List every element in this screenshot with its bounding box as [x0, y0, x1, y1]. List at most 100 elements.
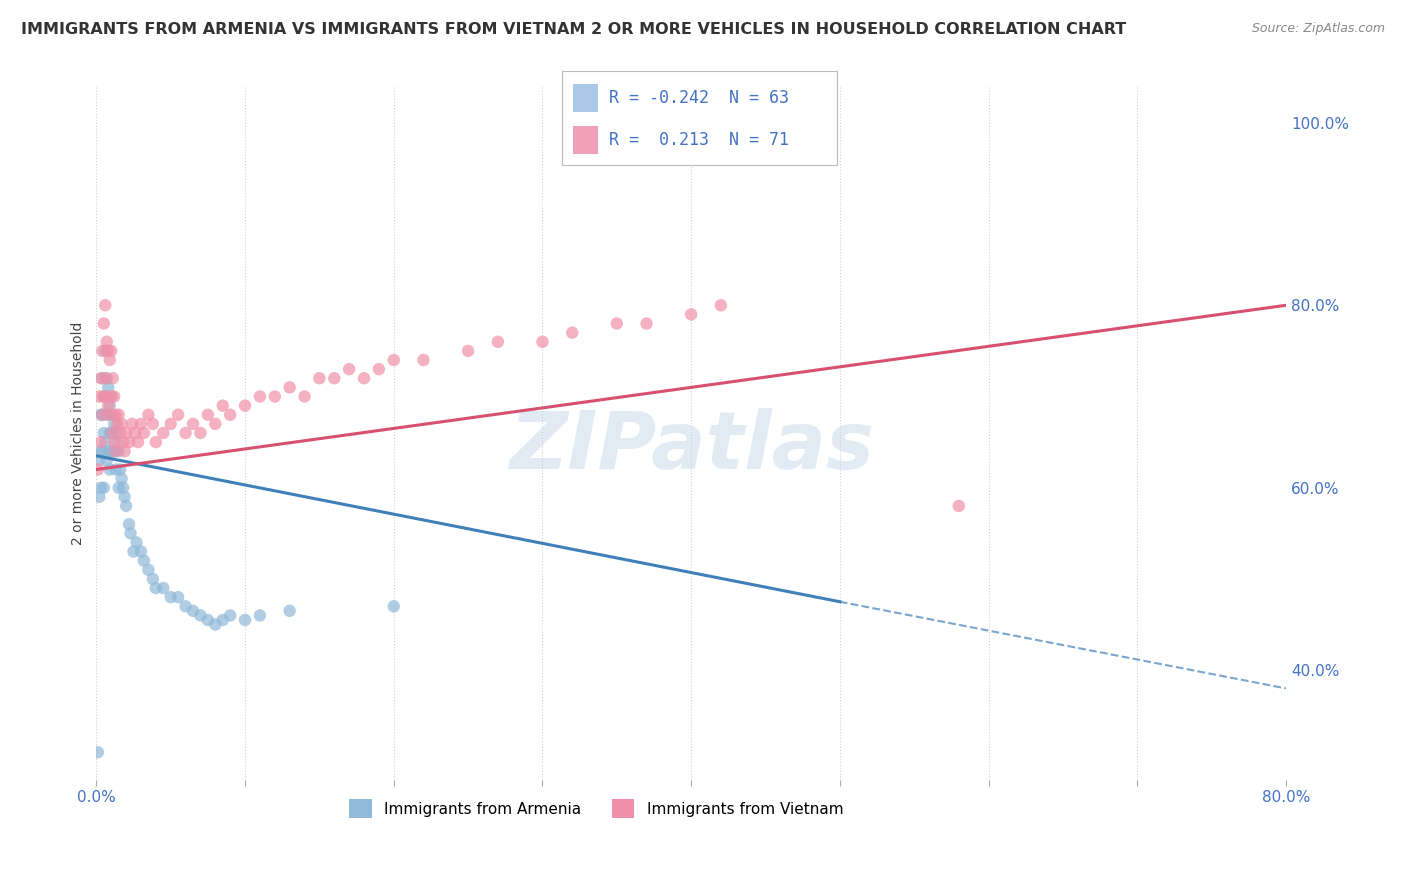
- Point: [120, 526, 142, 541]
- Point: [263, 390, 285, 404]
- Point: [308, 371, 330, 385]
- Point: [89, 490, 111, 504]
- Point: [100, 425, 122, 440]
- Point: [97, 399, 120, 413]
- Point: [204, 617, 226, 632]
- Point: [111, 417, 134, 431]
- Point: [233, 613, 256, 627]
- Point: [107, 408, 129, 422]
- Text: ZIPatlas: ZIPatlas: [509, 408, 873, 486]
- Point: [93, 390, 115, 404]
- Point: [108, 425, 131, 440]
- Point: [278, 380, 301, 394]
- Point: [114, 490, 136, 504]
- Point: [104, 444, 127, 458]
- Point: [636, 317, 658, 331]
- Point: [531, 334, 554, 349]
- Point: [93, 481, 115, 495]
- Point: [97, 380, 120, 394]
- Point: [353, 371, 375, 385]
- Point: [101, 408, 124, 422]
- Y-axis label: 2 or more Vehicles in Household: 2 or more Vehicles in Household: [72, 321, 86, 545]
- Point: [103, 390, 125, 404]
- Point: [145, 435, 167, 450]
- Point: [91, 343, 114, 358]
- Point: [129, 544, 152, 558]
- Point: [94, 343, 117, 358]
- Point: [159, 590, 181, 604]
- Point: [103, 435, 125, 450]
- Point: [101, 371, 124, 385]
- Point: [100, 343, 122, 358]
- Point: [118, 517, 141, 532]
- Point: [96, 408, 118, 422]
- Point: [125, 535, 148, 549]
- Point: [948, 499, 970, 513]
- Point: [97, 408, 120, 422]
- Point: [142, 572, 165, 586]
- Point: [98, 408, 121, 422]
- Point: [94, 298, 117, 312]
- Point: [181, 417, 204, 431]
- Point: [96, 334, 118, 349]
- Point: [124, 425, 146, 440]
- Point: [127, 435, 149, 450]
- Point: [103, 417, 125, 431]
- Point: [91, 444, 114, 458]
- Point: [87, 745, 110, 759]
- Point: [91, 371, 114, 385]
- Point: [97, 444, 120, 458]
- Point: [681, 307, 703, 321]
- Point: [93, 425, 115, 440]
- Point: [104, 408, 127, 422]
- Point: [115, 499, 138, 513]
- Point: [278, 604, 301, 618]
- Point: [138, 563, 160, 577]
- Point: [197, 613, 219, 627]
- Point: [249, 608, 271, 623]
- Point: [97, 343, 120, 358]
- Point: [112, 481, 135, 495]
- Point: [233, 399, 256, 413]
- Point: [145, 581, 167, 595]
- Bar: [574, 84, 598, 112]
- Point: [96, 453, 118, 467]
- Point: [98, 353, 121, 368]
- Point: [118, 435, 141, 450]
- Text: Source: ZipAtlas.com: Source: ZipAtlas.com: [1251, 22, 1385, 36]
- Point: [96, 390, 118, 404]
- Point: [486, 334, 509, 349]
- Point: [152, 425, 174, 440]
- Point: [190, 425, 212, 440]
- Point: [114, 444, 136, 458]
- Point: [159, 417, 181, 431]
- Point: [101, 425, 124, 440]
- Point: [167, 408, 190, 422]
- Point: [121, 417, 143, 431]
- Point: [103, 444, 125, 458]
- Text: R = -0.242  N = 63: R = -0.242 N = 63: [609, 88, 789, 106]
- Legend: Immigrants from Armenia, Immigrants from Vietnam: Immigrants from Armenia, Immigrants from…: [343, 793, 849, 824]
- Point: [104, 462, 127, 476]
- Point: [412, 353, 434, 368]
- Point: [96, 371, 118, 385]
- Point: [367, 362, 389, 376]
- Point: [112, 435, 135, 450]
- Point: [89, 390, 111, 404]
- Point: [101, 444, 124, 458]
- Point: [337, 362, 360, 376]
- Point: [93, 317, 115, 331]
- Point: [211, 399, 233, 413]
- Point: [457, 343, 479, 358]
- Point: [98, 425, 121, 440]
- Point: [294, 390, 316, 404]
- Point: [197, 408, 219, 422]
- Point: [382, 353, 405, 368]
- Point: [107, 481, 129, 495]
- Text: R =  0.213  N = 71: R = 0.213 N = 71: [609, 131, 789, 149]
- Point: [152, 581, 174, 595]
- Point: [204, 417, 226, 431]
- Point: [100, 390, 122, 404]
- Point: [138, 408, 160, 422]
- Point: [98, 462, 121, 476]
